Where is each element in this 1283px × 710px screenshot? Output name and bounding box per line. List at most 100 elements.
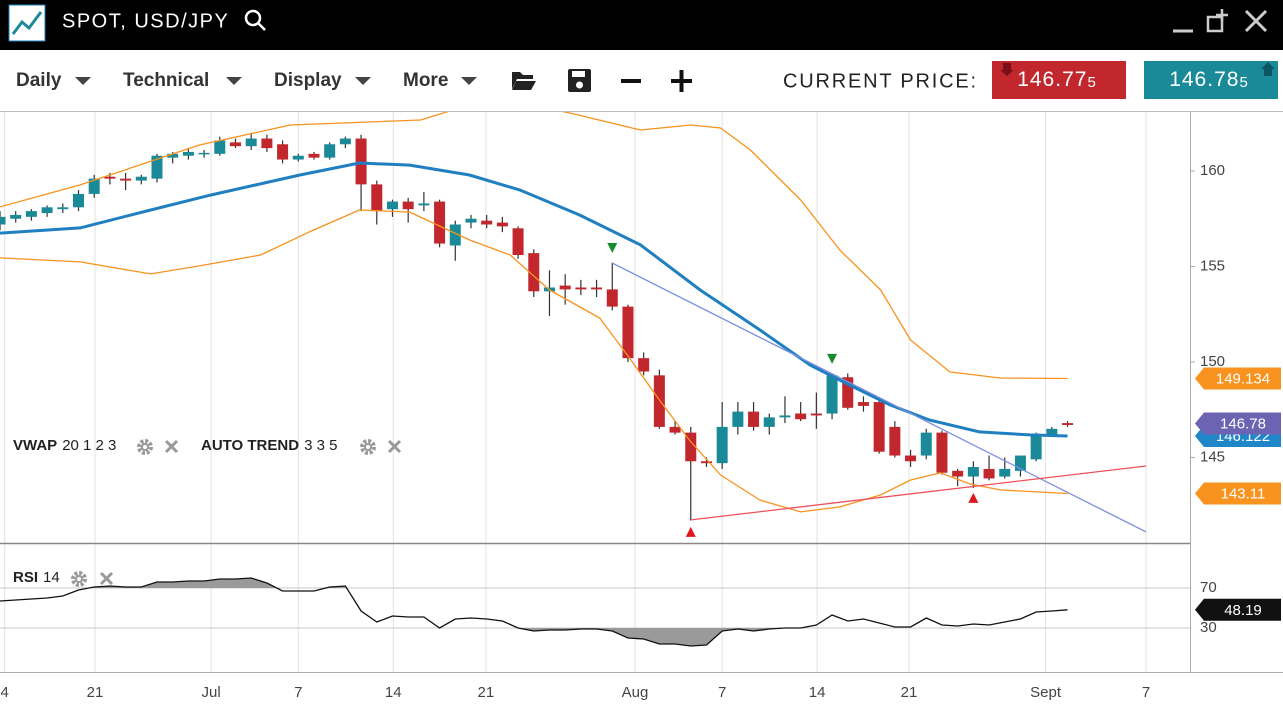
pivot-marker [685,526,696,537]
ask-pip: 5 [1239,74,1248,91]
candle-body [481,220,493,225]
bid-main: 146.77 [1017,68,1087,91]
candle-body [606,289,618,307]
candle-body [716,426,728,464]
axes: 4 21 Jul 7 14 21 Aug 7 14 21 Sept 7 145 150 155 160 149.… [1,162,1281,701]
candle-body [465,218,477,223]
search-icon[interactable] [244,9,266,31]
candle-body [104,176,116,179]
remove-icon[interactable] [99,571,114,586]
menu-technical[interactable]: Technical [123,70,209,91]
candle-body [748,411,760,427]
close-button[interactable] [1244,9,1268,33]
bid-arrow [1000,63,1014,76]
settings-icon[interactable] [137,439,153,455]
candle-body [182,151,194,156]
candle-body [810,413,822,416]
price-tag-label: 146.78 [1220,415,1266,432]
indicator-params: 20 1 2 3 [62,437,116,454]
candle-body [999,468,1011,477]
candle-body [669,426,681,433]
candle-body [25,211,37,217]
restore-button[interactable] [1206,9,1228,33]
overlay-line [690,465,1147,521]
candle-body [638,358,650,372]
remove-icon[interactable] [164,439,179,454]
candle-body [920,432,932,456]
candle-body [324,144,336,158]
candle-body [292,155,304,160]
pivot-marker [968,492,979,503]
y-tick-label: 160 [1200,162,1225,179]
menu-daily[interactable]: Daily [16,70,62,91]
menu-display[interactable]: Display [274,70,342,91]
rsi-legend: RSI 14 [13,569,60,586]
candle-body [277,144,289,160]
x-tick-label: 7 [294,684,302,701]
overlay-line [0,161,1068,438]
x-tick-label: 14 [809,684,826,701]
candle-body [1014,455,1026,471]
y-tick-label: 150 [1200,353,1225,370]
menu-more[interactable]: More [403,70,448,91]
x-tick-label: 14 [385,684,402,701]
candle-body [261,138,273,149]
candle-body [559,285,571,290]
candle-body [198,152,210,155]
candle-body [873,402,885,452]
price-tag [1195,598,1281,621]
open-icon[interactable] [512,72,536,90]
candle-body [371,184,383,212]
candle-body [967,466,979,477]
price-tag-label: 143.11 [1221,486,1266,503]
candle-body [496,222,508,227]
candle-body [685,432,697,462]
price-tag-label: 48.19 [1224,602,1262,619]
indicator-name: RSI [13,569,38,586]
candle-body [229,142,241,147]
price-tag [1195,367,1281,390]
dropdown-arrow[interactable] [75,77,91,85]
y-tick-label: 30 [1200,619,1217,636]
overlay-line [0,112,1068,380]
bid-price: 146.775 [1017,68,1097,91]
candle-body [1046,428,1058,435]
x-tick-label: 21 [87,684,104,701]
overlay-line [612,262,1147,533]
x-tick-label: 21 [478,684,495,701]
settings-icon[interactable] [360,439,376,455]
settings-icon[interactable] [71,571,87,587]
price-tag [1195,482,1281,505]
indicator-params: 3 3 5 [304,437,337,454]
dropdown-arrow[interactable] [226,77,242,85]
vwap-legend: VWAP 20 1 2 3 [13,437,116,454]
candle-body [512,228,524,256]
candle-body [308,153,320,158]
dropdown-arrow[interactable] [355,77,371,85]
candle-body [339,138,351,145]
app-logo [8,4,46,42]
save-icon[interactable] [568,69,591,92]
window-title: SPOT, USD/JPY [62,10,229,32]
ask-box[interactable] [1144,61,1278,99]
bid-box[interactable] [992,61,1126,99]
candle-body [214,140,226,154]
candle-body [135,176,147,181]
candle-body [779,415,791,418]
candle-body [700,461,712,464]
rsi-line [0,577,1068,647]
candle-body [936,432,948,473]
title-bar [0,0,1283,50]
candle-body [88,178,100,194]
dropdown-arrow[interactable] [461,77,477,85]
zoom-in-button[interactable] [671,70,692,92]
remove-icon[interactable] [387,439,402,454]
candle-body [10,214,22,219]
candle-body [905,455,917,462]
candle-body [857,402,869,406]
candle-body [889,426,901,456]
candle-body [386,201,398,210]
bid-pip: 5 [1087,74,1096,91]
current-price-label: CURRENT PRICE: [783,70,978,92]
